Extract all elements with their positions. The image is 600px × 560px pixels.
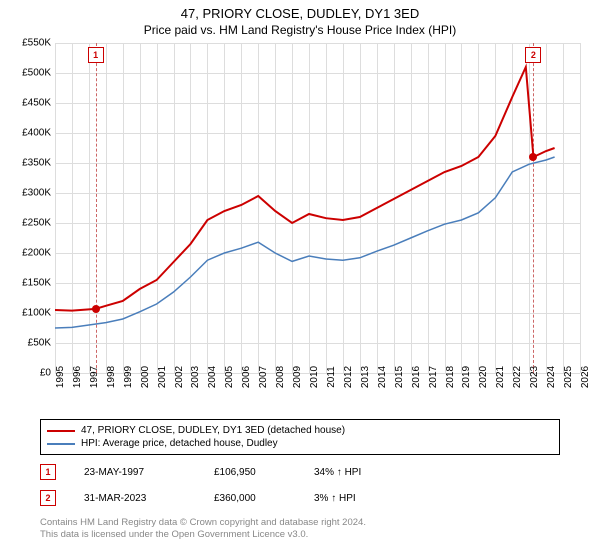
x-tick-label: 2016 <box>411 366 422 388</box>
legend-label: HPI: Average price, detached house, Dudl… <box>81 438 278 449</box>
x-tick-label: 2020 <box>478 366 489 388</box>
x-tick-label: 2000 <box>140 366 151 388</box>
x-tick-label: 2003 <box>190 366 201 388</box>
sale-hpi: 34% ↑ HPI <box>314 467 361 478</box>
x-tick-label: 1999 <box>123 366 134 388</box>
x-tick-label: 2005 <box>224 366 235 388</box>
x-tick-label: 2002 <box>174 366 185 388</box>
chart-container: 47, PRIORY CLOSE, DUDLEY, DY1 3ED Price … <box>0 0 600 560</box>
x-tick-label: 2024 <box>546 366 557 388</box>
sale-date: 23-MAY-1997 <box>84 467 214 478</box>
y-tick-label: £50K <box>28 338 51 349</box>
plot-area: £0£50K£100K£150K£200K£250K£300K£350K£400… <box>55 43 580 373</box>
legend-item: HPI: Average price, detached house, Dudl… <box>47 437 553 450</box>
legend-swatch <box>47 443 75 445</box>
legend-swatch <box>47 430 75 432</box>
y-tick-label: £150K <box>22 278 51 289</box>
x-tick-label: 2022 <box>512 366 523 388</box>
legend-item: 47, PRIORY CLOSE, DUDLEY, DY1 3ED (detac… <box>47 424 553 437</box>
x-tick-label: 2015 <box>394 366 405 388</box>
x-tick-label: 2018 <box>445 366 456 388</box>
x-tick-label: 2013 <box>360 366 371 388</box>
x-tick-label: 1995 <box>55 366 66 388</box>
y-tick-label: £200K <box>22 248 51 259</box>
sale-num-box: 2 <box>40 490 56 506</box>
x-tick-label: 2025 <box>563 366 574 388</box>
gridline-v <box>580 43 581 373</box>
y-tick-label: £450K <box>22 98 51 109</box>
y-tick-label: £350K <box>22 158 51 169</box>
x-tick-label: 2004 <box>207 366 218 388</box>
y-tick-label: £500K <box>22 68 51 79</box>
x-tick-label: 1998 <box>106 366 117 388</box>
x-tick-label: 2021 <box>495 366 506 388</box>
x-tick-label: 2009 <box>292 366 303 388</box>
footer-line1: Contains HM Land Registry data © Crown c… <box>40 517 560 529</box>
attribution: Contains HM Land Registry data © Crown c… <box>40 517 560 542</box>
x-tick-label: 2011 <box>326 366 337 388</box>
y-tick-label: £300K <box>22 188 51 199</box>
x-tick-label: 1997 <box>89 366 100 388</box>
x-tick-label: 2026 <box>580 366 591 388</box>
sales-table: 1 23-MAY-1997£106,95034% ↑ HPI 2 31-MAR-202… <box>40 459 560 511</box>
x-tick-label: 2006 <box>241 366 252 388</box>
sale-num-box: 1 <box>40 464 56 480</box>
x-tick-label: 2008 <box>275 366 286 388</box>
chart-title: 47, PRIORY CLOSE, DUDLEY, DY1 3ED <box>0 0 600 21</box>
sale-date: 31-MAR-2023 <box>84 493 214 504</box>
x-tick-label: 2007 <box>258 366 269 388</box>
y-tick-label: £250K <box>22 218 51 229</box>
legend-label: 47, PRIORY CLOSE, DUDLEY, DY1 3ED (detac… <box>81 425 345 436</box>
x-tick-label: 2012 <box>343 366 354 388</box>
x-tick-label: 2023 <box>529 366 540 388</box>
chart-subtitle: Price paid vs. HM Land Registry's House … <box>0 21 600 43</box>
x-axis-labels: 1995199619971998199920002001200220032004… <box>55 373 580 413</box>
legend: 47, PRIORY CLOSE, DUDLEY, DY1 3ED (detac… <box>40 419 560 455</box>
x-tick-label: 2014 <box>377 366 388 388</box>
x-tick-label: 2017 <box>428 366 439 388</box>
x-tick-label: 2001 <box>157 366 168 388</box>
series-line <box>55 157 555 328</box>
footer-line2: This data is licensed under the Open Gov… <box>40 529 560 541</box>
sale-row: 1 23-MAY-1997£106,95034% ↑ HPI <box>40 459 560 485</box>
sale-hpi: 3% ↑ HPI <box>314 493 356 504</box>
y-tick-label: £0 <box>40 368 51 379</box>
y-tick-label: £100K <box>22 308 51 319</box>
y-tick-label: £400K <box>22 128 51 139</box>
x-tick-label: 2019 <box>461 366 472 388</box>
x-tick-label: 2010 <box>309 366 320 388</box>
series-line <box>55 67 555 311</box>
sale-price: £106,950 <box>214 467 314 478</box>
sale-price: £360,000 <box>214 493 314 504</box>
x-tick-label: 1996 <box>72 366 83 388</box>
sale-row: 2 31-MAR-2023£360,0003% ↑ HPI <box>40 485 560 511</box>
line-series <box>55 43 580 373</box>
y-tick-label: £550K <box>22 38 51 49</box>
